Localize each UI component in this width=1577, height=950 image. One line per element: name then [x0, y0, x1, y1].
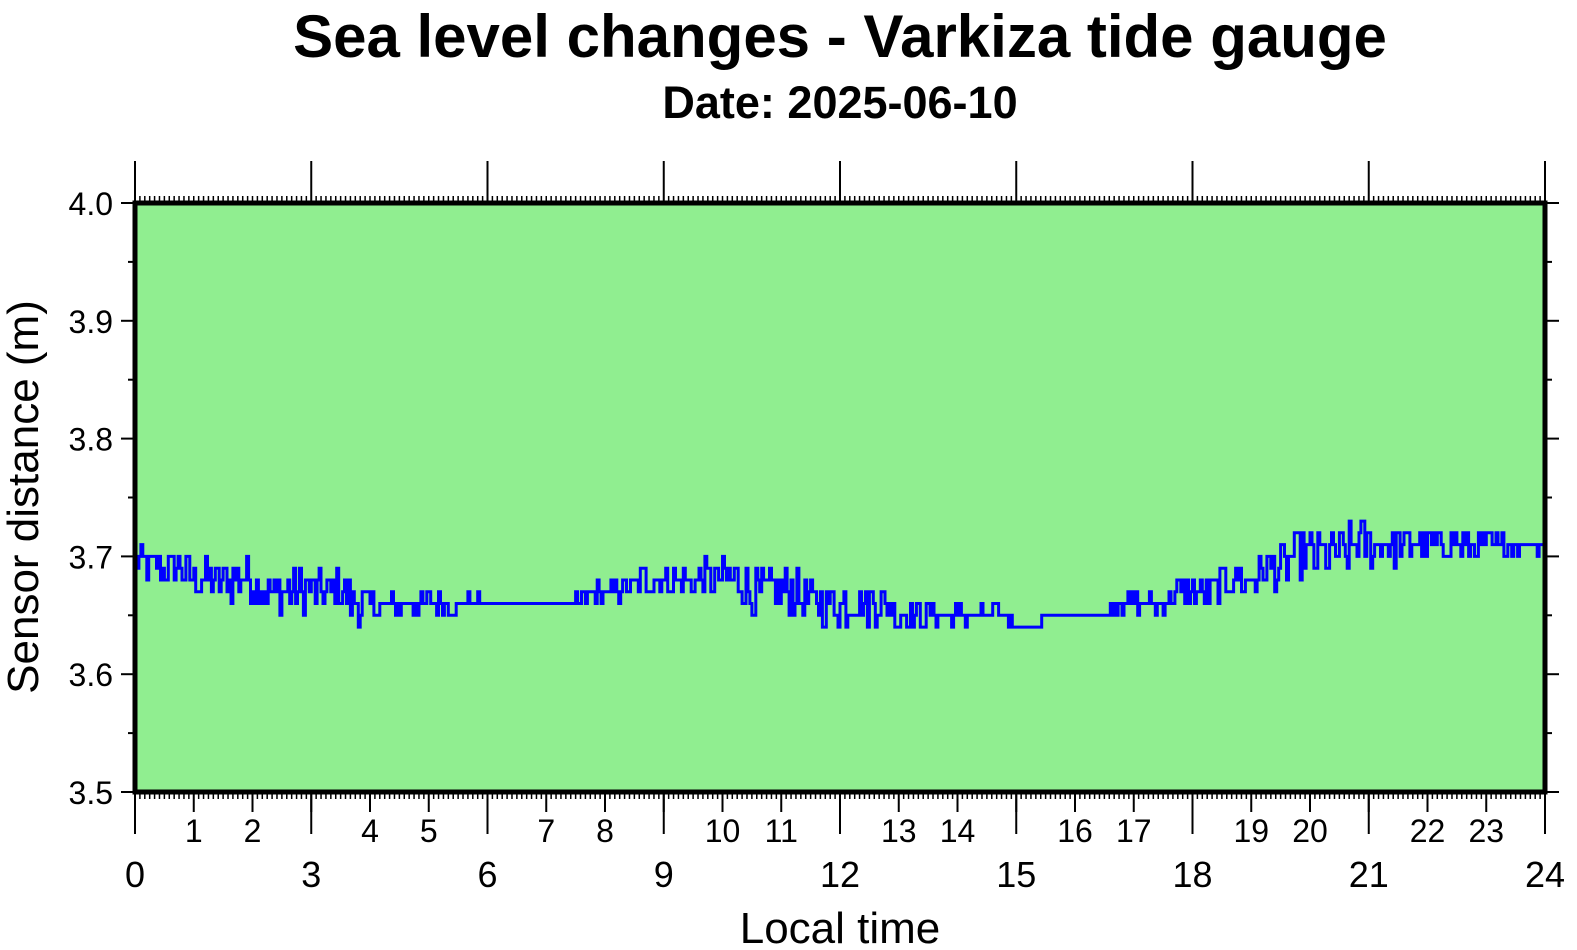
- plot-frame: [132, 200, 1548, 795]
- x-axis-label: Local time: [740, 904, 941, 950]
- x-major-tick-label: 15: [996, 854, 1036, 895]
- y-tick-label: 4.0: [69, 186, 113, 222]
- x-minor-tick-label: 8: [596, 813, 614, 849]
- x-major-tick-label: 12: [820, 854, 860, 895]
- x-minor-tick-label: 20: [1292, 813, 1328, 849]
- x-minor-tick-label: 10: [705, 813, 741, 849]
- plot-area: [135, 203, 1545, 792]
- y-tick-label: 3.9: [69, 304, 113, 340]
- x-minor-tick-label: 7: [537, 813, 555, 849]
- x-major-tick-label: 3: [301, 854, 321, 895]
- y-tick-label: 3.7: [69, 539, 113, 575]
- y-tick-label: 3.6: [69, 657, 113, 693]
- x-minor-tick-labels: 1 2 4 5 7 8 10 11 13 14 16 17 19 20 22 23: [185, 813, 1504, 849]
- x-major-tick-label: 18: [1172, 854, 1212, 895]
- x-minor-tick-label: 13: [881, 813, 917, 849]
- x-major-tick-label: 24: [1525, 854, 1565, 895]
- y-axis-label: Sensor distance (m): [0, 300, 48, 694]
- y-tick-labels: 3.5 3.6 3.7 3.8 3.9 4.0: [69, 186, 113, 811]
- x-minor-tick-label: 11: [765, 813, 798, 849]
- x-minor-tick-label: 17: [1116, 813, 1152, 849]
- x-minor-tick-label: 19: [1233, 813, 1269, 849]
- x-minor-tick-label: 14: [940, 813, 976, 849]
- series-line: [135, 519, 1545, 629]
- x-minor-tick-label: 1: [185, 813, 203, 849]
- x-minor-tick-label: 5: [420, 813, 438, 849]
- x-minor-tick-label: 2: [244, 813, 262, 849]
- x-minor-tick-label: 23: [1468, 813, 1504, 849]
- x-major-tick-label: 9: [654, 854, 674, 895]
- y-tick-label: 3.8: [69, 422, 113, 458]
- chart-subtitle: Date: 2025-06-10: [662, 77, 1017, 128]
- x-major-tick-label: 0: [125, 854, 145, 895]
- chart-title: Sea level changes - Varkiza tide gauge: [293, 3, 1387, 70]
- x-minor-tick-label: 4: [361, 813, 379, 849]
- x-major-tick-labels: 0 3 6 9 12 15 18 21 24: [125, 854, 1565, 895]
- x-minor-tick-label: 16: [1057, 813, 1093, 849]
- x-major-tick-label: 21: [1349, 854, 1389, 895]
- x-major-tick-label: 6: [477, 854, 497, 895]
- y-tick-label: 3.5: [69, 775, 113, 811]
- x-minor-tick-label: 22: [1410, 813, 1446, 849]
